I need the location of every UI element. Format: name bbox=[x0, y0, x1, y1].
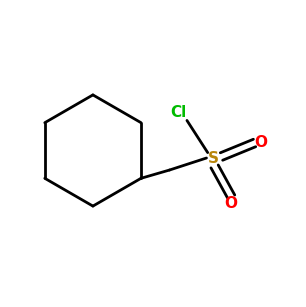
Text: Cl: Cl bbox=[170, 105, 187, 120]
Text: O: O bbox=[255, 135, 268, 150]
Text: O: O bbox=[225, 196, 238, 211]
Text: S: S bbox=[207, 150, 218, 165]
